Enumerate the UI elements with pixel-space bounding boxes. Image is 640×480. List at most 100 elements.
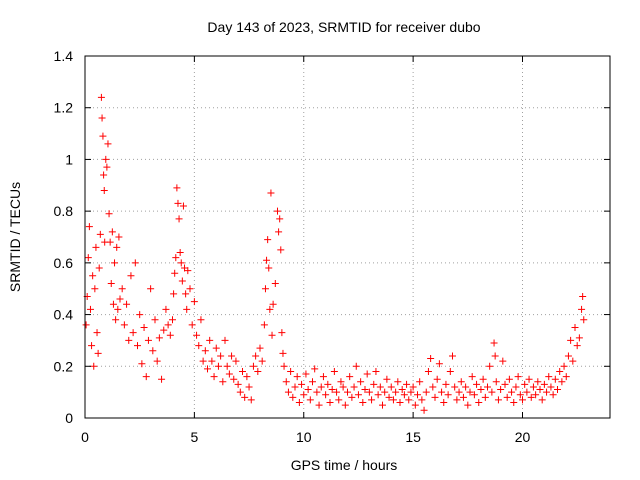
data-point — [263, 256, 271, 264]
data-point — [374, 391, 382, 399]
data-point — [115, 233, 123, 241]
data-point — [182, 290, 190, 298]
data-point — [84, 254, 92, 262]
data-point — [201, 347, 209, 355]
data-point — [497, 386, 505, 394]
data-point — [527, 393, 535, 401]
data-point — [166, 331, 174, 339]
data-point — [376, 383, 384, 391]
data-point — [330, 367, 338, 375]
data-point — [449, 352, 456, 360]
data-point — [120, 321, 128, 329]
data-point — [102, 155, 110, 163]
data-point — [94, 349, 102, 357]
data-point — [86, 305, 94, 313]
data-point — [266, 305, 274, 313]
data-point — [536, 386, 544, 394]
data-point — [241, 393, 249, 401]
data-point — [223, 362, 231, 370]
data-point — [438, 388, 446, 396]
data-point — [508, 388, 516, 396]
data-point — [225, 370, 233, 378]
data-point — [85, 223, 93, 231]
data-point — [420, 406, 428, 414]
data-point — [142, 373, 150, 381]
data-point — [151, 316, 159, 324]
data-point — [99, 132, 107, 140]
axes: 0 0.2 0.4 0.6 0.8 1 1.2 1.4 0 5 10 15 20 — [54, 48, 611, 445]
data-point — [174, 199, 182, 207]
data-point — [92, 243, 100, 251]
data-point — [193, 331, 201, 339]
y-axis-label: SRMTID / TECUs — [7, 182, 23, 292]
data-point — [322, 391, 330, 399]
data-point — [293, 373, 301, 381]
data-point — [118, 285, 126, 293]
data-point — [183, 305, 191, 313]
data-point — [147, 285, 155, 293]
data-point — [365, 388, 373, 396]
data-point — [210, 373, 218, 381]
data-point — [339, 383, 347, 391]
data-point — [344, 388, 351, 396]
data-point — [477, 386, 485, 394]
x-tick-label: 0 — [81, 429, 89, 445]
data-point — [326, 398, 334, 406]
data-point — [234, 380, 242, 388]
data-point — [232, 357, 240, 365]
data-point — [199, 357, 207, 365]
data-point — [545, 373, 553, 381]
data-point — [158, 375, 166, 383]
data-point — [488, 388, 496, 396]
data-point — [249, 362, 257, 370]
data-point — [516, 391, 524, 399]
data-point — [510, 398, 518, 406]
y-tick-label: 1.4 — [54, 48, 74, 64]
data-point — [514, 373, 522, 381]
data-point — [398, 386, 406, 394]
data-point — [267, 189, 275, 197]
data-point — [170, 290, 178, 298]
data-point — [243, 373, 251, 381]
data-point — [341, 401, 349, 409]
data-point — [468, 373, 476, 381]
data-point — [451, 383, 459, 391]
plot-frame — [84, 55, 611, 419]
data-point — [97, 93, 105, 101]
data-point — [284, 388, 292, 396]
y-tick-label: 1 — [65, 151, 73, 167]
data-point — [556, 367, 564, 375]
data-point — [350, 383, 358, 391]
data-point — [179, 202, 187, 210]
data-point — [173, 184, 181, 192]
data-point — [103, 163, 111, 171]
data-point — [306, 396, 314, 404]
data-point — [136, 311, 144, 319]
data-point — [127, 272, 135, 280]
data-point — [573, 342, 581, 350]
data-point — [571, 324, 579, 331]
data-point — [394, 378, 402, 386]
data-point — [481, 393, 489, 401]
data-point — [108, 228, 116, 236]
data-point — [442, 380, 450, 388]
data-point — [414, 391, 421, 399]
data-point — [100, 171, 108, 179]
data-point — [175, 215, 183, 223]
data-point — [228, 352, 236, 360]
data-point — [405, 396, 413, 404]
x-tick-label: 15 — [405, 429, 421, 445]
data-point — [387, 383, 395, 391]
data-point — [357, 378, 365, 386]
data-point — [501, 380, 509, 388]
data-point — [265, 264, 273, 272]
data-point — [134, 342, 141, 350]
data-point — [462, 383, 470, 391]
data-point — [208, 357, 216, 365]
data-point — [107, 280, 115, 288]
data-point — [195, 342, 203, 350]
data-point — [333, 388, 341, 396]
data-point — [106, 238, 114, 246]
data-point — [204, 365, 211, 373]
data-point — [392, 388, 400, 396]
